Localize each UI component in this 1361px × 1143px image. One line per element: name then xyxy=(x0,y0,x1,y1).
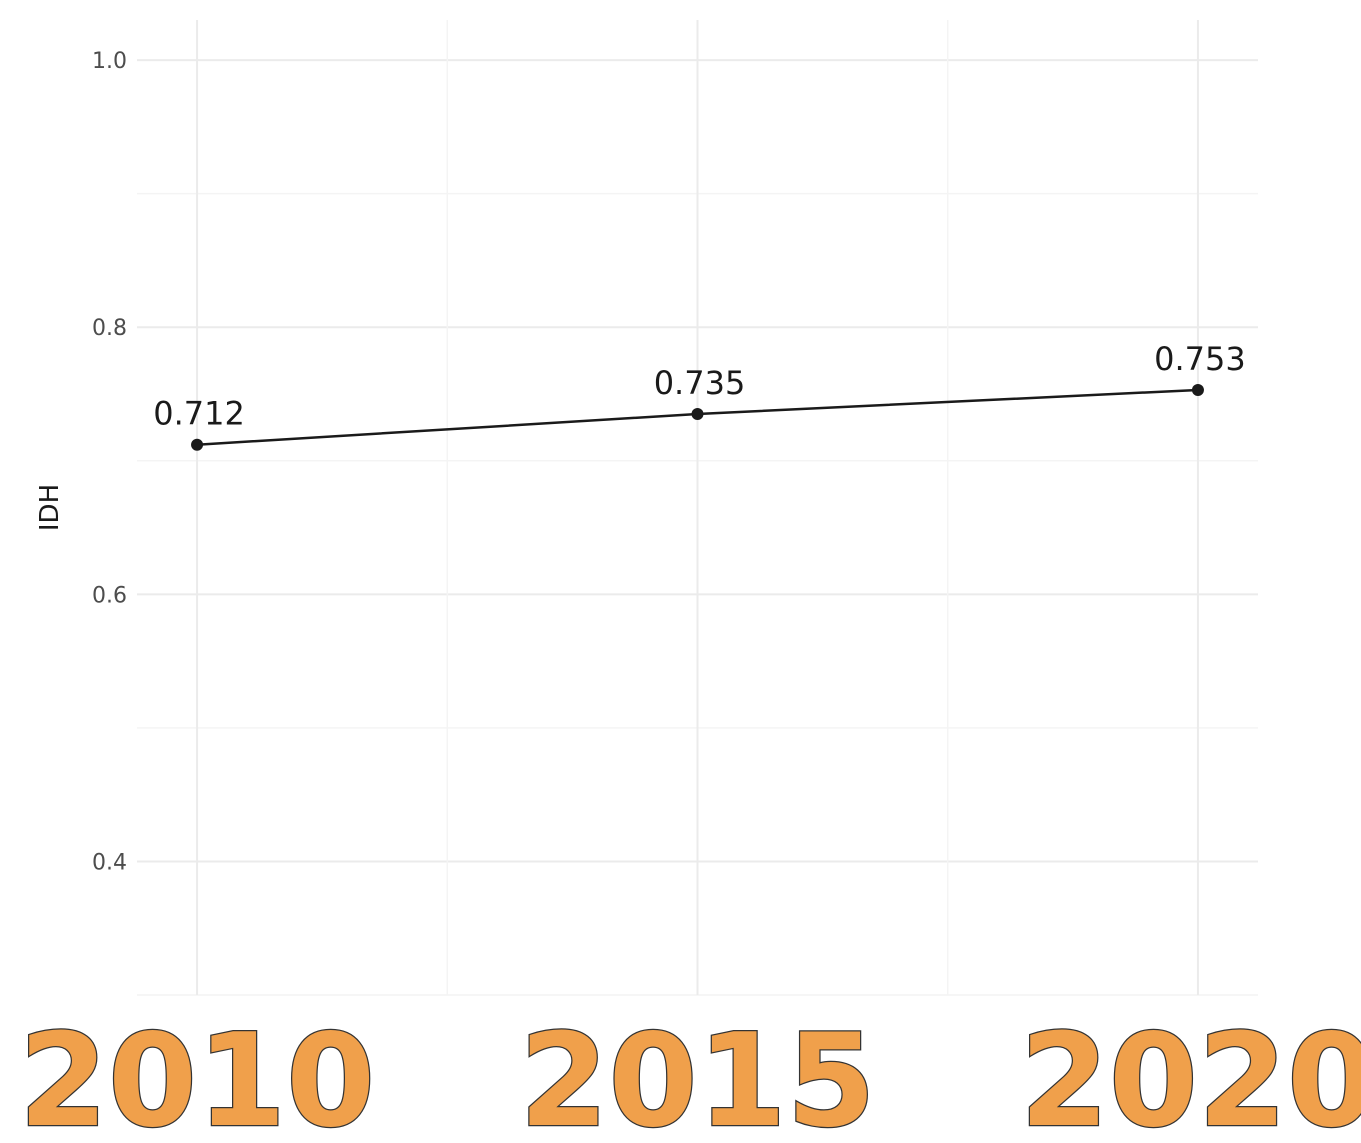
point-label: 0.712 xyxy=(153,395,245,433)
point-label: 0.753 xyxy=(1154,340,1246,378)
y-tick-label: 0.6 xyxy=(92,583,127,608)
x-axis-ticks: 2010 2015 2020 xyxy=(18,1006,1361,1143)
x-tick-label: 2020 xyxy=(1020,1007,1361,1143)
x-tick-label: 2010 xyxy=(19,1007,375,1143)
y-tick-label: 0.8 xyxy=(92,316,127,341)
point-labels: 0.712 0.735 0.753 xyxy=(153,340,1246,433)
data-point xyxy=(691,408,704,421)
point-label: 0.735 xyxy=(654,364,746,402)
grid xyxy=(137,20,1258,996)
data-points xyxy=(191,383,1204,451)
x-tick-label: 2015 xyxy=(519,1007,875,1143)
data-point xyxy=(1191,383,1204,396)
y-axis-title: IDH xyxy=(35,484,65,531)
data-point xyxy=(191,438,204,451)
y-tick-label: 0.4 xyxy=(92,850,127,875)
y-axis-ticks: 0.4 0.6 0.8 1.0 xyxy=(92,49,127,875)
y-tick-label: 1.0 xyxy=(92,49,127,74)
